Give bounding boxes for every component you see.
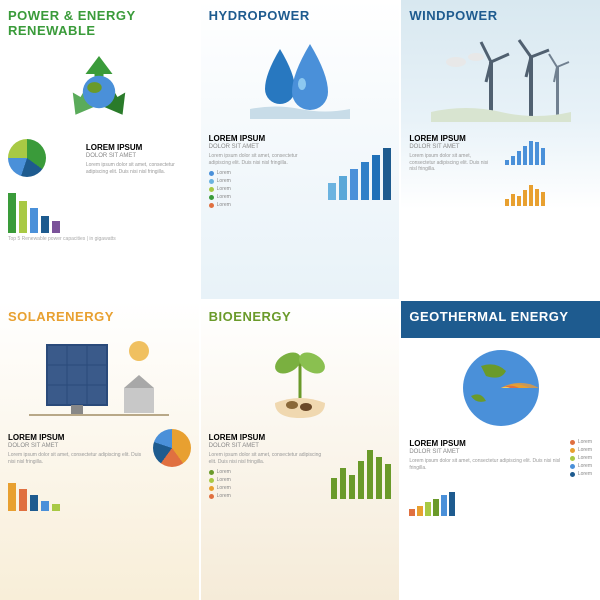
- subtitle: LOREM IPSUM: [409, 439, 561, 448]
- body: Lorem ipsum dolor sit amet, consectetur …: [8, 452, 145, 465]
- pie-solar: [153, 429, 191, 467]
- plant-icon: [250, 333, 350, 423]
- wind-turbine-icon: [431, 32, 571, 122]
- panel-windpower: WINDPOWER LOREM IPSUM DOLOR SIT AMET Lor…: [401, 0, 600, 299]
- bar-chart-wind-1: [505, 130, 592, 165]
- hero-hydro: [209, 29, 392, 124]
- bar-chart-bio: [331, 429, 391, 499]
- hero-bio: [209, 330, 392, 425]
- earth-core-icon: [451, 346, 551, 431]
- hero-renewable: [8, 44, 191, 139]
- panel-renewable: POWER & ENERGY RENEWABLE LOREM IPSUM DOL…: [0, 0, 199, 299]
- legend-geo: Lorem Lorem Lorem Lorem Lorem: [570, 439, 592, 477]
- legend-hydro: Lorem Lorem Lorem Lorem Lorem: [209, 170, 321, 208]
- panel-geothermal: GEOTHERMAL ENERGY LOREM IPSUM DOLOR SIT …: [401, 301, 600, 600]
- body: Lorem ipsum dolor sit amet, consectetur …: [409, 153, 496, 173]
- title-renewable: POWER & ENERGY RENEWABLE: [8, 8, 191, 38]
- title-bio: BIOENERGY: [209, 309, 392, 324]
- bar-chart-hydro: [328, 130, 391, 200]
- panel-solar: SOLARENERGY LOREM IPSUM DOLOR SIT AMET L…: [0, 301, 199, 600]
- hero-solar: [8, 330, 191, 425]
- bar-chart-wind-2: [505, 171, 592, 206]
- solar-panel-icon: [29, 333, 169, 423]
- infographic-grid: POWER & ENERGY RENEWABLE LOREM IPSUM DOL…: [0, 0, 600, 600]
- recycle-icon: [54, 47, 144, 137]
- subtitle: LOREM IPSUM: [409, 134, 496, 143]
- body: Lorem ipsum dolor sit amet, consectetur …: [209, 452, 324, 465]
- subtitle2: DOLOR SIT AMET: [8, 443, 145, 449]
- subtitle2: DOLOR SIT AMET: [209, 144, 321, 150]
- title-geo: GEOTHERMAL ENERGY: [409, 309, 592, 324]
- bar-chart-renewable: [8, 183, 191, 233]
- body: Lorem ipsum dolor sit amet, consectetur …: [409, 458, 561, 471]
- title-solar: SOLARENERGY: [8, 309, 191, 324]
- hero-wind: [409, 29, 592, 124]
- water-drops-icon: [250, 34, 350, 119]
- subtitle: LOREM IPSUM: [86, 143, 191, 152]
- legend-bio: Lorem Lorem Lorem Lorem: [209, 469, 324, 499]
- bar-chart-geo: [409, 481, 592, 516]
- title-wind: WINDPOWER: [409, 8, 592, 23]
- pie-renewable: [8, 139, 46, 177]
- body: Lorem ipsum dolor sit amet, consectetur …: [86, 162, 191, 175]
- panel-bioenergy: BIOENERGY LOREM IPSUM DOLOR SIT AMET Lor…: [201, 301, 400, 600]
- body: Lorem ipsum dolor sit amet, consectetur …: [209, 153, 321, 166]
- subtitle2: DOLOR SIT AMET: [209, 443, 324, 449]
- hero-geo: [409, 346, 592, 431]
- footer: Top 5 Renewable power capacities | in gi…: [8, 236, 191, 242]
- title-hydro: HYDROPOWER: [209, 8, 392, 23]
- subtitle: LOREM IPSUM: [209, 433, 324, 442]
- subtitle2: DOLOR SIT AMET: [409, 449, 561, 455]
- panel-hydropower: HYDROPOWER LOREM IPSUM DOLOR SIT AMET Lo…: [201, 0, 400, 299]
- subtitle2: DOLOR SIT AMET: [409, 144, 496, 150]
- subtitle: LOREM IPSUM: [8, 433, 145, 442]
- bar-chart-solar: [8, 471, 191, 511]
- subtitle: LOREM IPSUM: [209, 134, 321, 143]
- subtitle2: DOLOR SIT AMET: [86, 153, 191, 159]
